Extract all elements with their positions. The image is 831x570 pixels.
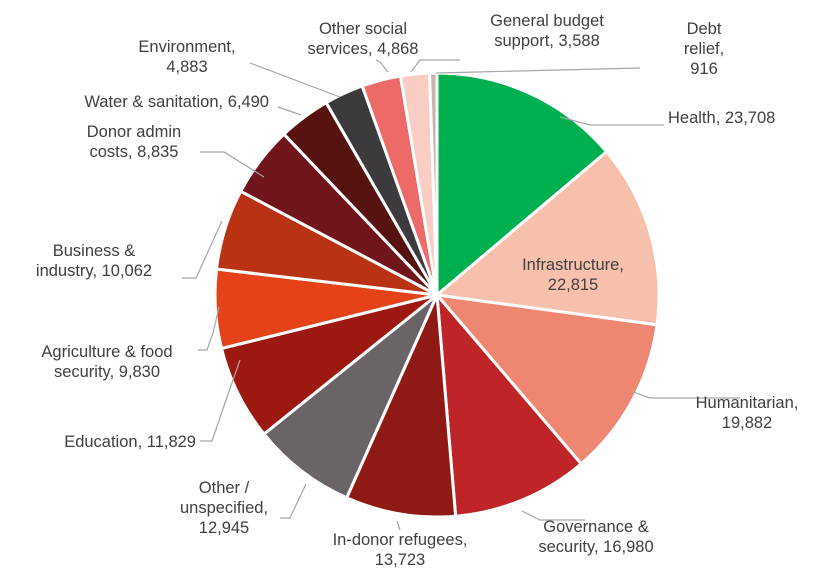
slice-label: Donor admin costs, 8,835 [87,123,181,161]
slice-label-line: Other / [199,479,250,497]
slice-label: Water & sanitation, 6,490 [84,93,269,111]
slice-label-line: Governance & [543,518,648,536]
slice-label-line: support, 3,588 [494,32,600,50]
pie-slice [261,293,439,500]
leader-line [277,106,302,116]
pie-slice [433,149,661,327]
slice-label: Other social services, 4,868 [308,20,419,58]
slice-label-line: Health, 23,708 [668,109,775,127]
slice-label: Debt relief, 916 [684,20,724,78]
leader-line [521,510,585,521]
slice-label: Education, 11,829 [64,433,196,451]
slice-label-line: General budget [490,12,604,30]
slice-label: Other / unspecified, 12,945 [180,479,268,537]
slice-label-line: 916 [690,60,718,78]
pie-slices [213,71,661,519]
leader-line [280,483,307,519]
slice-label: Health, 23,708 [668,109,775,127]
slice-label-line: security, 9,830 [54,363,160,381]
leader-line [200,151,265,178]
slice-label: Environment, 4,883 [138,38,235,76]
leader-line [200,359,241,442]
slice-label-line: services, 4,868 [308,40,419,58]
slice-label: Agriculture & food security, 9,830 [41,343,172,381]
slice-label-line: Other social [319,20,407,38]
leader-lines [182,59,740,531]
leader-line [559,116,664,126]
slice-label-line: Infrastructure, [522,256,624,274]
leader-line [249,62,341,98]
leader-line [396,520,401,531]
slice-label-line: 22,815 [548,276,598,294]
leader-line [182,220,223,279]
leader-line [632,391,740,399]
slice-label-line: Humanitarian, [696,394,799,412]
slice-label-line: 4,883 [166,58,207,76]
slice-label-line: Education, 11,829 [64,433,196,451]
slice-label-line: Donor admin [87,123,181,141]
pie-slice [435,290,584,518]
slice-label-line: Debt [687,20,722,38]
slice-label-line: Environment, [138,38,235,56]
slice-label: Infrastructure, 22,815 [522,256,624,294]
leader-line [198,306,220,351]
slice-label-line: security, 16,980 [538,538,653,556]
slice-label-line: Business & [53,242,136,260]
slice-label: Humanitarian, 19,882 [696,394,799,432]
leader-line [435,67,641,74]
slice-label: In-donor refugees, 13,723 [333,531,468,569]
pie-slice [344,294,458,519]
leader-line [410,59,460,73]
slice-label: Business & industry, 10,062 [36,242,152,280]
slice-label-line: industry, 10,062 [36,262,152,280]
slice-label-line: costs, 8,835 [90,143,179,161]
slice-label-line: In-donor refugees, [333,531,468,549]
slice-label-line: 12,945 [199,519,249,537]
pie-slice [435,71,609,299]
slice-label-line: unspecified, [180,499,268,517]
slice-label-line: Agriculture & food [41,343,172,361]
slice-label-line: 19,882 [722,414,772,432]
slice-label: General budget support, 3,588 [490,12,604,50]
pie-slice [433,292,659,466]
slice-label-line: Water & sanitation, 6,490 [84,93,269,111]
slice-label-line: relief, [684,40,724,58]
slice-label: Governance & security, 16,980 [538,518,653,556]
slice-labels: Health, 23,708 Infrastructure, 22,815 Human… [36,12,798,569]
leader-line [375,59,389,73]
slice-label-line: 13,723 [375,551,425,569]
